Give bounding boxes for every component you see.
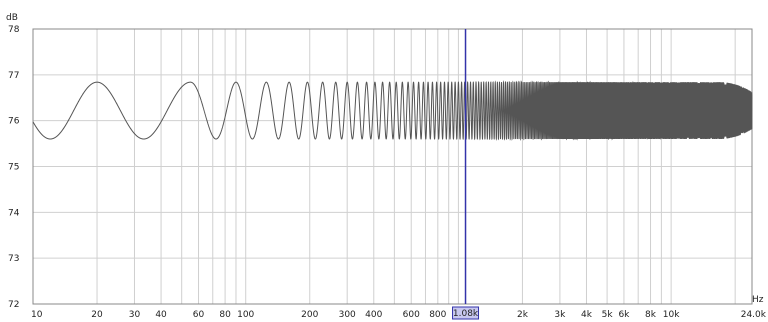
x-tick-labels: 10 20 30 40 60 80 100 200 300 400 600 800 2k 3k 4k 5k 6k…	[31, 310, 767, 320]
x-tick-label: 200	[301, 310, 318, 320]
x-tick-label: 20	[91, 310, 103, 320]
x-tick-label: 2k	[517, 310, 529, 320]
y-tick-label: 77	[8, 71, 19, 81]
x-tick-label: 80	[219, 310, 231, 320]
response-line	[32, 80, 753, 141]
y-unit-label: dB	[6, 13, 18, 23]
response-trace	[32, 80, 753, 141]
y-tick-label: 73	[8, 254, 19, 264]
x-tick-label: 100	[237, 310, 254, 320]
plot-frame	[32, 28, 753, 305]
y-tick-labels: 72 73 74 75 76 77 78	[8, 25, 20, 310]
x-tick-label: 40	[155, 310, 167, 320]
y-tick-label: 76	[8, 117, 20, 127]
x-tick-label: 800	[429, 310, 446, 320]
x-unit-label: Hz	[752, 295, 764, 305]
x-tick-label: 600	[403, 310, 420, 320]
x-tick-label: 10	[31, 310, 43, 320]
y-tick-label: 74	[8, 208, 20, 218]
x-grid	[96, 29, 736, 304]
x-tick-label: 30	[129, 310, 141, 320]
frequency-cursor[interactable]: 1.08k	[452, 29, 480, 320]
x-tick-label: 5k	[602, 310, 614, 320]
x-tick-label: 3k	[554, 310, 566, 320]
y-tick-label: 72	[8, 300, 19, 310]
cursor-label: 1.08k	[453, 309, 479, 319]
x-tick-label: 24.0k	[741, 310, 767, 320]
x-tick-label: 400	[365, 310, 382, 320]
x-tick-label: 10k	[663, 310, 680, 320]
x-tick-label: 4k	[581, 310, 593, 320]
y-tick-label: 78	[8, 25, 20, 35]
x-tick-label: 6k	[618, 310, 630, 320]
y-tick-label: 75	[8, 163, 19, 173]
x-tick-label: 300	[339, 310, 356, 320]
x-tick-label: 60	[193, 310, 205, 320]
cursor-label-box[interactable]	[452, 306, 480, 320]
x-tick-label: 8k	[645, 310, 657, 320]
